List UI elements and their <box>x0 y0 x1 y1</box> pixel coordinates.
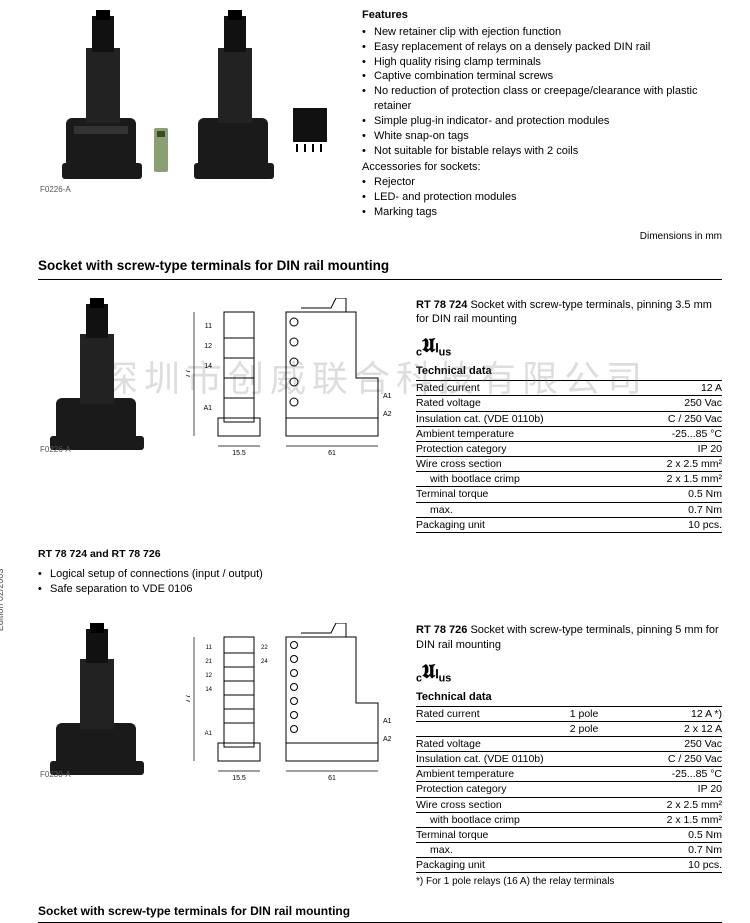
drawing-724: 11 12 14 A1 77 15.5 A1 A2 61 S0416- <box>186 298 396 458</box>
feature-item: Simple plug-in indicator- and protection… <box>362 114 722 129</box>
feature-item: No reduction of protection class or cree… <box>362 84 722 114</box>
photo-724: F0226-A <box>38 298 166 458</box>
ulus-724: c𝖀ₗus <box>416 333 722 360</box>
table-row: Insulation cat. (VDE 0110b)C / 250 Vac <box>416 752 722 767</box>
feature-item: New retainer clip with ejection function <box>362 25 722 40</box>
table-row: Rated voltage250 Vac <box>416 736 722 751</box>
top-product-image: F0226-A <box>38 8 338 198</box>
features-heading: Features <box>362 8 722 23</box>
svg-text:12: 12 <box>204 343 212 350</box>
section-title-1: Socket with screw-type terminals for DIN… <box>38 257 722 279</box>
drawing-726-svg: 11 22 21 24 12 14 A1 77 15.5 A1 A2 6 <box>186 623 396 783</box>
accessories-heading: Accessories for sockets: <box>362 160 722 175</box>
top-socket-group-svg <box>38 8 338 198</box>
accessory-item: Marking tags <box>362 205 722 220</box>
table-row: Packaging unit10 pcs. <box>416 517 722 532</box>
footnote-726: *) For 1 pole relays (16 A) the relay te… <box>416 875 722 889</box>
caption-724-726: RT 78 724 and RT 78 726 <box>38 547 722 561</box>
photo-724-code: F0226-A <box>40 445 71 456</box>
svg-text:11: 11 <box>206 645 213 651</box>
svg-text:22: 22 <box>261 645 268 651</box>
features-block: Features New retainer clip with ejection… <box>362 8 722 220</box>
td-head-726: Technical data <box>416 690 722 707</box>
features-list: New retainer clip with ejection function… <box>362 25 722 159</box>
table-row: Insulation cat. (VDE 0110b)C / 250 Vac <box>416 411 722 426</box>
dimensions-note: Dimensions in mm <box>38 230 722 244</box>
photo-726: F0230-A <box>38 623 166 783</box>
block-724: F0226-A 11 12 14 A1 77 15.5 <box>38 298 722 533</box>
svg-text:A1: A1 <box>383 393 392 400</box>
note-item: Logical setup of connections (input / ou… <box>38 567 722 582</box>
td-head-724: Technical data <box>416 364 722 381</box>
socket-726-svg <box>38 623 166 783</box>
tech-table-724: Rated current12 ARated voltage250 VacIns… <box>416 381 722 533</box>
svg-text:77: 77 <box>186 368 192 377</box>
svg-text:A1: A1 <box>383 718 392 725</box>
feature-item: White snap-on tags <box>362 129 722 144</box>
svg-text:A1: A1 <box>205 731 213 737</box>
table-row: Protection categoryIP 20 <box>416 441 722 456</box>
block-726: F0230-A 11 22 21 24 12 14 A1 77 15 <box>38 623 722 889</box>
table-row: max.0.7 Nm <box>416 843 722 858</box>
svg-text:A2: A2 <box>383 736 392 743</box>
svg-text:12: 12 <box>205 673 212 679</box>
svg-text:24: 24 <box>261 659 268 665</box>
feature-item: Captive combination terminal screws <box>362 69 722 84</box>
feature-item: Not suitable for bistable relays with 2 … <box>362 144 722 159</box>
svg-text:14: 14 <box>204 363 212 370</box>
top-photo-code: F0226-A <box>40 185 71 196</box>
table-row: Ambient temperature-25...85 °C <box>416 767 722 782</box>
svg-text:61: 61 <box>328 775 336 782</box>
socket-724-svg <box>38 298 166 458</box>
svg-text:77: 77 <box>186 693 192 702</box>
table-row: Wire cross section2 x 2.5 mm² <box>416 797 722 812</box>
feature-item: High quality rising clamp terminals <box>362 55 722 70</box>
table-row: Rated current1 pole12 A *) <box>416 707 722 722</box>
accessories-list: RejectorLED- and protection modulesMarki… <box>362 175 722 220</box>
tech-table-726: Rated current1 pole12 A *)2 pole2 x 12 A… <box>416 707 722 874</box>
code-726: RT 78 726 <box>416 624 467 636</box>
ulus-726: c𝖀ₗus <box>416 659 722 686</box>
drawing-726: 11 22 21 24 12 14 A1 77 15.5 A1 A2 6 <box>186 623 396 783</box>
data-726: RT 78 726 Socket with screw-type termina… <box>416 623 722 889</box>
svg-text:14: 14 <box>205 687 212 693</box>
section-title-2: Socket with screw-type terminals for DIN… <box>38 903 722 923</box>
svg-text:A1: A1 <box>203 405 212 412</box>
table-row: Rated current12 A <box>416 381 722 396</box>
edition-text: Edition 02/2003 <box>0 568 6 631</box>
feature-item: Easy replacement of relays on a densely … <box>362 40 722 55</box>
table-row: max.0.7 Nm <box>416 502 722 517</box>
table-row: Wire cross section2 x 2.5 mm² <box>416 457 722 472</box>
table-row: Terminal torque0.5 Nm <box>416 487 722 502</box>
drawing-724-svg: 11 12 14 A1 77 15.5 A1 A2 61 S0416- <box>186 298 396 458</box>
table-row: Ambient temperature-25...85 °C <box>416 426 722 441</box>
svg-text:61: 61 <box>328 450 336 457</box>
data-724: RT 78 724 Socket with screw-type termina… <box>416 298 722 533</box>
table-row: Packaging unit10 pcs. <box>416 858 722 873</box>
code-724: RT 78 724 <box>416 299 467 311</box>
accessory-item: LED- and protection modules <box>362 190 722 205</box>
photo-726-code: F0230-A <box>40 770 71 781</box>
svg-text:15.5: 15.5 <box>232 775 246 782</box>
table-row: with bootlace crimp2 x 1.5 mm² <box>416 472 722 487</box>
table-row: Protection categoryIP 20 <box>416 782 722 797</box>
note-item: Safe separation to VDE 0106 <box>38 582 722 597</box>
svg-text:15.5: 15.5 <box>232 450 246 457</box>
svg-text:11: 11 <box>205 323 212 330</box>
top-row: F0226-A Features New retainer clip with … <box>38 8 722 220</box>
svg-text:21: 21 <box>205 659 212 665</box>
table-row: Terminal torque0.5 Nm <box>416 827 722 842</box>
table-row: with bootlace crimp2 x 1.5 mm² <box>416 812 722 827</box>
notes-list: Logical setup of connections (input / ou… <box>38 567 722 597</box>
table-row: 2 pole2 x 12 A <box>416 721 722 736</box>
svg-text:A2: A2 <box>383 411 392 418</box>
table-row: Rated voltage250 Vac <box>416 396 722 411</box>
accessory-item: Rejector <box>362 175 722 190</box>
